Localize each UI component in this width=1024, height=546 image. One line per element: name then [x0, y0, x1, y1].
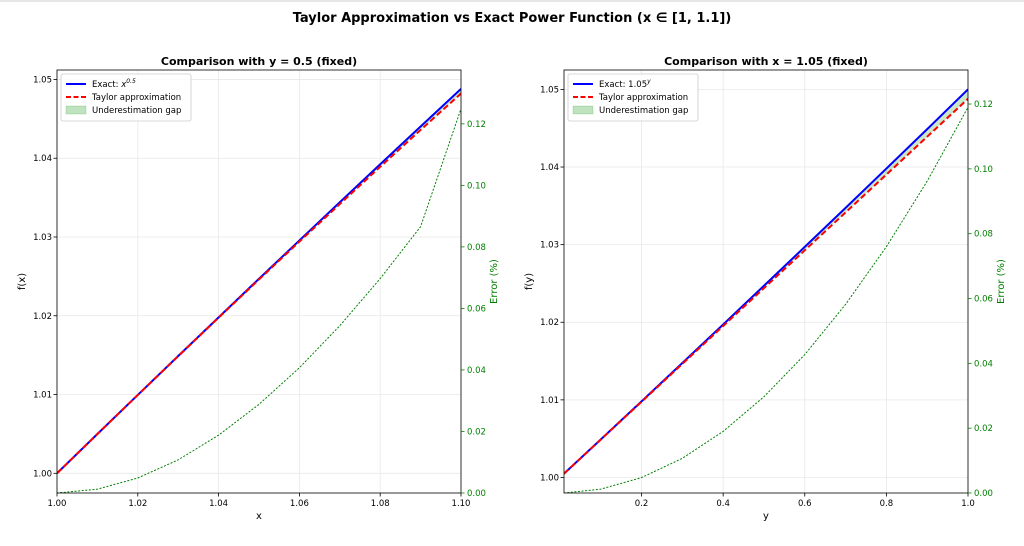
y-tick-label: 1.00 [540, 473, 559, 483]
legend-label: Exact: 1.05y [599, 78, 651, 90]
legend-box [567, 73, 699, 122]
y-axis-label: f(y) [524, 273, 535, 290]
legend-label-text: Exact: [92, 80, 121, 90]
legend-label: Underestimation gap [599, 106, 688, 116]
right-y-tick-label: 0.10 [974, 165, 993, 175]
right-y-tick-label: 0.12 [467, 120, 486, 130]
chart-title: Comparison with y = 0.5 (fixed) [161, 55, 357, 68]
series-layer [564, 88, 968, 493]
right-y-tick-label: 0.04 [467, 366, 486, 376]
right-y-axis-label: Error (%) [489, 259, 500, 304]
error-curve [564, 106, 968, 493]
error-curve [57, 108, 461, 493]
plot-frame [56, 69, 462, 494]
y-tick-label: 1.03 [540, 241, 559, 251]
x-axis-label: x [256, 511, 262, 522]
x-tick-label: 1.00 [48, 499, 67, 509]
legend-label-text: Underestimation gap [92, 106, 181, 116]
legend-label: Taylor approximation [598, 93, 688, 103]
taylor-line [57, 92, 461, 475]
legend-label-superscript: 0.5 [126, 78, 136, 85]
figure-title: Taylor Approximation vs Exact Power Func… [293, 11, 732, 26]
legend: Exact: 1.05y Taylor approximation Underest… [567, 73, 699, 122]
legend-box [60, 73, 192, 122]
right-y-axis-label: Error (%) [996, 259, 1007, 304]
x-tick-label: 1.04 [209, 499, 228, 509]
y-tick-label: 1.05 [33, 75, 52, 85]
right-y-tick-label: 0.04 [974, 359, 993, 369]
legend-label-superscript: y [646, 78, 651, 85]
legend-label-math-base: x [120, 80, 127, 90]
legend-swatch-gap [65, 105, 87, 115]
y-tick-label: 1.02 [33, 312, 52, 322]
legend-label: Taylor approximation [91, 93, 181, 103]
x-tick-label: 1.06 [290, 499, 309, 509]
x-tick-label: 1.10 [452, 499, 471, 509]
x-tick-label: 1.02 [128, 499, 147, 509]
y-tick-label: 1.01 [540, 396, 559, 406]
subplots: 1.00 1.02 1.04 1.06 1.08 1.10 1.00 1.01 1.02 1.03… [17, 55, 1007, 522]
y-tick-label: 1.04 [540, 163, 559, 173]
y-tick-label: 1.04 [33, 154, 52, 164]
right-y-tick-label: 0.06 [974, 295, 993, 305]
right-y-tick-label: 0.08 [467, 243, 486, 253]
right-y-tick-label: 0.00 [974, 489, 993, 499]
right-y-tick-label: 0.08 [974, 230, 993, 240]
y-tick-label: 1.02 [540, 318, 559, 328]
legend-label-text: Underestimation gap [599, 106, 688, 116]
y-tick-label: 1.01 [33, 391, 52, 401]
chart-panel-1: 1.00 1.02 1.04 1.06 1.08 1.10 1.00 1.01 1.02 1.03… [17, 55, 500, 522]
right-y-tick-label: 0.06 [467, 304, 486, 314]
x-tick-label: 0.4 [716, 499, 730, 509]
window-top-edge [0, 0, 1024, 2]
y-tick-label: 1.03 [33, 233, 52, 243]
taylor-line [564, 98, 968, 475]
x-tick-label: 1.0 [961, 499, 975, 509]
legend-label-text: Exact: 1.05 [599, 80, 647, 90]
chart-panel-2: 0.2 0.4 0.6 0.8 1.0 1.00 1.01 1.02 1.03 1.04 1.05 0… [524, 55, 1007, 522]
series-layer [57, 88, 461, 493]
y-tick-label: 1.00 [33, 469, 52, 479]
right-y-tick-label: 0.12 [974, 100, 993, 110]
right-y-tick-label: 0.10 [467, 181, 486, 191]
legend: Exact: x0.5 Taylor approximation Underesti… [60, 73, 192, 122]
y-axis-label: f(x) [17, 273, 28, 290]
right-y-tick-label: 0.00 [467, 489, 486, 499]
x-axis-label: y [763, 511, 769, 522]
x-tick-label: 0.6 [798, 499, 812, 509]
right-y-tick-label: 0.02 [974, 424, 993, 434]
plot-frame [563, 69, 969, 494]
legend-swatch-gap [572, 105, 594, 115]
x-tick-label: 1.08 [371, 499, 390, 509]
x-tick-label: 0.2 [635, 499, 649, 509]
chart-title: Comparison with x = 1.05 (fixed) [664, 55, 868, 68]
legend-label: Underestimation gap [92, 106, 181, 116]
legend-label-text: Taylor approximation [91, 93, 181, 103]
legend-label: Exact: x0.5 [92, 78, 136, 90]
legend-label-text: Taylor approximation [598, 93, 688, 103]
right-y-tick-label: 0.02 [467, 427, 486, 437]
y-tick-label: 1.05 [540, 85, 559, 95]
x-tick-label: 0.8 [880, 499, 894, 509]
exact-line [564, 88, 968, 475]
